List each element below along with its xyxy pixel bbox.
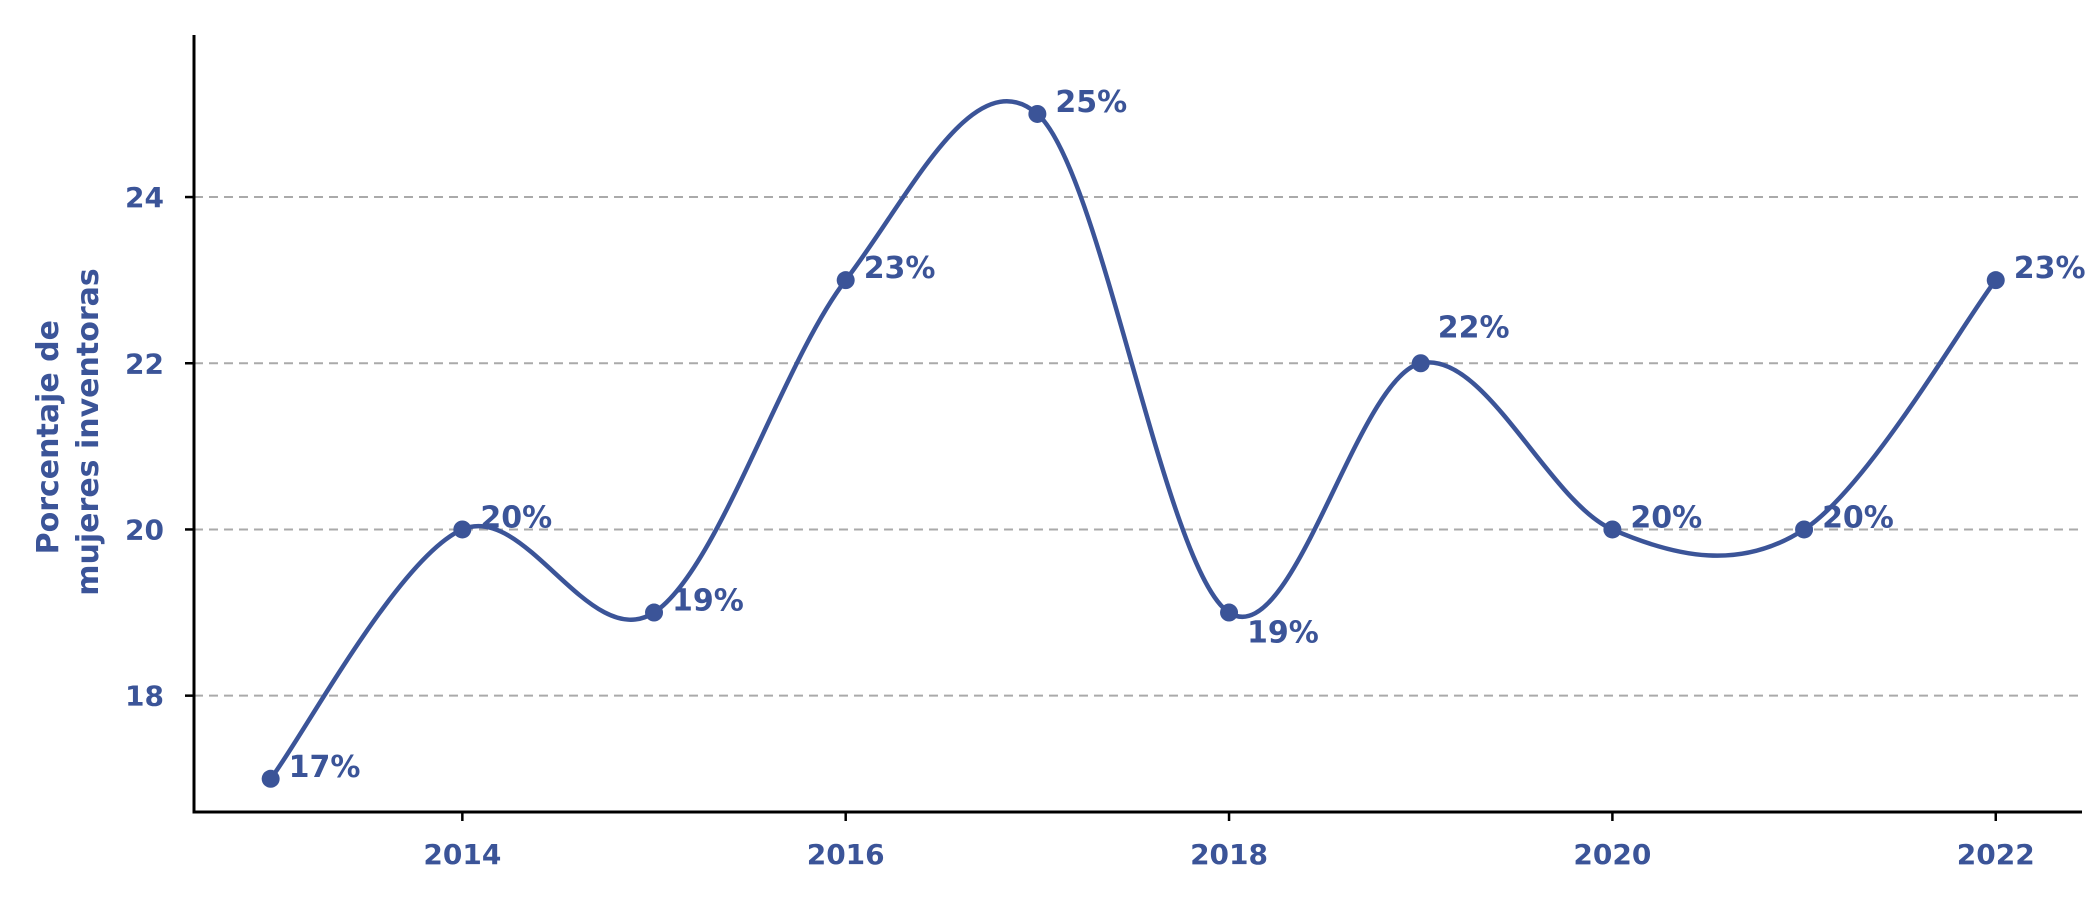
data-point: [1411, 354, 1430, 373]
x-tick-label: 2022: [1957, 838, 2035, 871]
axes: [192, 35, 2082, 814]
y-axis-title: Porcentaje de mujeres inventoras: [31, 268, 106, 595]
data-point: [453, 520, 472, 539]
data-label: 19%: [1247, 616, 1319, 651]
data-point: [836, 271, 855, 290]
data-point: [645, 603, 664, 622]
data-label: 25%: [1055, 85, 1127, 120]
y-tick-label: 24: [125, 181, 164, 214]
y-ticks: 18 20 22 24: [125, 181, 194, 713]
data-points: [261, 104, 2005, 788]
y-tick-label: 18: [125, 680, 164, 713]
data-point: [1603, 520, 1622, 539]
y-axis-title-line-1: Porcentaje de: [31, 320, 66, 554]
x-ticks: 2014 2016 2018 2020 2022: [423, 812, 2035, 871]
data-label: 23%: [2014, 251, 2086, 286]
x-tick-label: 2014: [423, 838, 501, 871]
data-label: 19%: [672, 584, 744, 619]
series-line: [268, 98, 1998, 781]
y-axis-title-line-2: mujeres inventoras: [71, 268, 106, 595]
data-point: [1986, 271, 2005, 290]
data-label: 20%: [1822, 500, 1894, 535]
data-labels: 17% 20% 19% 23% 25% 19% 22% 20% 20% 23%: [289, 85, 2086, 785]
grid-lines: [194, 196, 2082, 697]
x-tick-label: 2020: [1573, 838, 1651, 871]
data-label: 17%: [289, 750, 361, 785]
data-label: 20%: [480, 500, 552, 535]
data-label: 22%: [1438, 310, 1510, 345]
y-tick-label: 20: [125, 513, 164, 546]
data-point: [1220, 603, 1239, 622]
data-label: 23%: [864, 251, 936, 286]
data-label: 20%: [1630, 500, 1702, 535]
data-point: [261, 769, 280, 788]
data-point: [1795, 520, 1814, 539]
y-tick-label: 22: [125, 347, 164, 380]
data-point: [1028, 104, 1047, 123]
x-tick-label: 2016: [807, 838, 885, 871]
x-tick-label: 2018: [1190, 838, 1268, 871]
